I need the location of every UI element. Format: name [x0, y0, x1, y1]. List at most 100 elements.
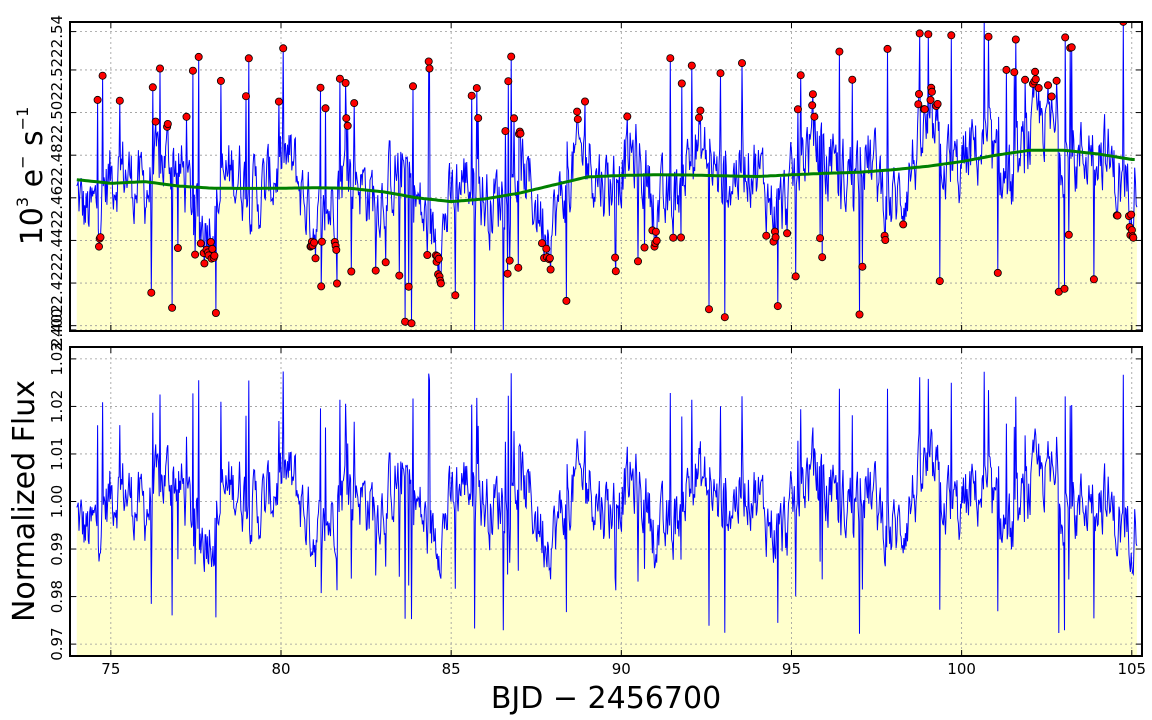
outlier-point [915, 29, 924, 38]
fill-under-curve [76, 371, 1137, 656]
outlier-point [1034, 84, 1043, 93]
outlier-point [395, 271, 404, 280]
outlier-point [926, 96, 935, 105]
outlier-point [542, 244, 551, 253]
bottom-gridlines [70, 347, 1142, 656]
outlier-point [507, 52, 516, 61]
flux-line [76, 22, 1138, 331]
outlier-point [407, 319, 416, 328]
x-tick-label: 75 [101, 660, 120, 678]
outlier-point [211, 308, 220, 317]
outlier-point [188, 66, 197, 75]
outlier-point [1044, 81, 1053, 90]
outlier-point [611, 267, 620, 276]
y-tick-label: 2.482 [48, 134, 66, 177]
y-tick-label: 1.03 [48, 342, 66, 375]
outlier-point [669, 233, 678, 242]
outlier-point [695, 113, 704, 122]
outlier-point [773, 302, 782, 311]
outlier-point [451, 291, 460, 300]
outlier-point [796, 71, 805, 80]
y-tick-label: 1.02 [48, 390, 66, 423]
outlier-point [1021, 75, 1030, 84]
outlier-point [573, 115, 582, 124]
bottom-panel: 0.97 0.98 0.99 1.00 1.01 1.02 1.03 75 80 85 90 95 1… [7, 22, 1146, 716]
x-tick-label: 100 [947, 660, 976, 678]
top-y-axis-title: 103 e− s−1 [13, 107, 50, 246]
outlier-point [115, 96, 124, 105]
outlier-point [716, 69, 725, 78]
outlier-point [317, 282, 326, 291]
x-axis-title: BJD − 2456700 [491, 681, 721, 716]
outlier-point [194, 52, 203, 61]
y-tick-label: 2.400 [48, 308, 66, 351]
outlier-point [516, 129, 525, 138]
outlier-point [350, 99, 359, 108]
outlier-point [93, 95, 102, 104]
y-tick-label: 0.97 [48, 627, 66, 660]
outlier-point [808, 101, 817, 110]
outlier-point [274, 97, 283, 106]
bottom-series [76, 371, 1138, 634]
outlier-point [501, 127, 510, 136]
outlier-point [677, 79, 686, 88]
y-tick-label: 2.502 [48, 91, 66, 134]
outlier-point [581, 97, 590, 106]
y-tick-label: 2.402 [48, 304, 66, 347]
outlier-point [244, 54, 253, 63]
outlier-point [317, 237, 326, 246]
outlier-point [98, 71, 107, 80]
outlier-point [95, 242, 104, 251]
outlier-point [434, 254, 443, 263]
outlier-point [1002, 65, 1011, 74]
outlier-point [696, 106, 705, 115]
outlier-point [793, 105, 802, 114]
outlier-point [848, 75, 857, 84]
outlier-point [677, 233, 686, 242]
outlier-point [855, 310, 864, 319]
outlier-point [316, 83, 325, 92]
outlier-point [920, 105, 929, 114]
outlier-point [611, 253, 620, 262]
outlier-point [155, 64, 164, 73]
outlier-point [505, 256, 514, 265]
outlier-point [791, 272, 800, 281]
outlier-point [96, 233, 105, 242]
outlier-point [652, 236, 661, 245]
outlier-point [347, 267, 356, 276]
outlier-point [200, 259, 209, 268]
y-tick-label: 0.99 [48, 532, 66, 565]
outlier-point [935, 277, 944, 286]
outlier-point [163, 120, 172, 129]
outlier-point [883, 44, 892, 53]
top-series [76, 22, 1138, 331]
outlier-point [191, 250, 200, 259]
outlier-point [1067, 43, 1076, 52]
outlier-point [835, 47, 844, 56]
outlier-point [623, 112, 632, 121]
outlier-point [343, 121, 352, 130]
outlier-point [514, 263, 523, 272]
outlier-point [151, 117, 160, 126]
outlier-point [196, 239, 205, 248]
outlier-point [1011, 35, 1020, 44]
y-tick-label: 2.462 [48, 176, 66, 219]
outlier-point [472, 84, 481, 93]
outlier-point [738, 59, 747, 68]
outlier-point [666, 54, 675, 63]
outlier-point [1113, 211, 1122, 220]
outlier-point [933, 100, 942, 109]
y-tick-label: 1.00 [48, 485, 66, 518]
outlier-point [634, 257, 643, 266]
y-tick-label: 0.98 [48, 580, 66, 613]
outlier-point [1047, 92, 1056, 101]
top-outlier-points [93, 22, 1138, 331]
outlier-point [546, 265, 555, 274]
outlier-point [206, 237, 215, 246]
outlier-point [924, 30, 933, 39]
x-ticks: 75 80 85 90 95 100 105 [101, 22, 1146, 678]
outlier-point [148, 83, 157, 92]
outlier-point [914, 100, 923, 109]
x-tick-label: 90 [612, 660, 631, 678]
